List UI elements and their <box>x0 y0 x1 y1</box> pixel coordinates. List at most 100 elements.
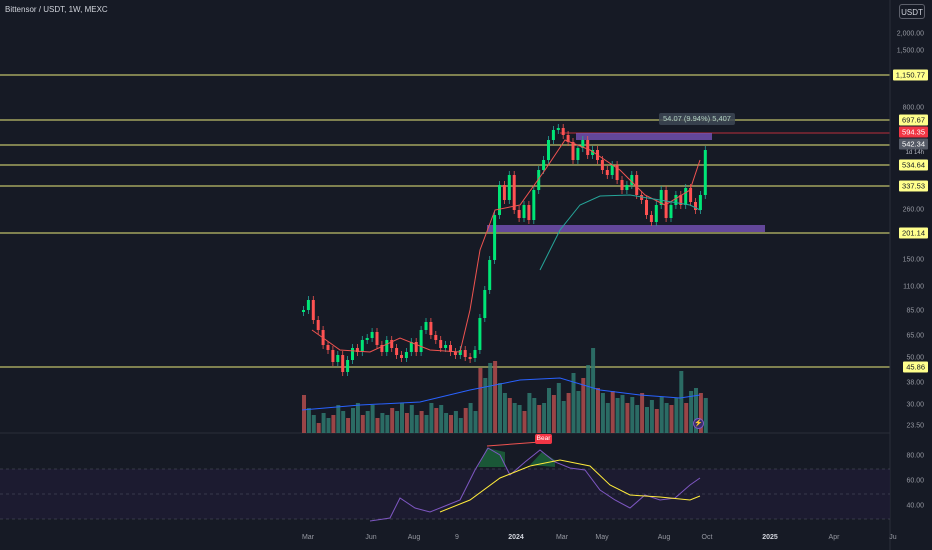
current-high-tag: 594.35 <box>899 126 928 138</box>
candle-body <box>360 340 364 352</box>
candle-body <box>355 348 359 352</box>
candle-body <box>439 340 443 348</box>
rsi-axis-label: 40.00 <box>906 502 924 510</box>
candle-body <box>453 352 457 355</box>
candle-body <box>385 340 389 352</box>
volume-bar <box>635 405 640 433</box>
volume-bar <box>625 403 630 433</box>
level-tag[interactable]: 45.86 <box>903 361 928 373</box>
volume-bar <box>586 365 591 433</box>
volume-bar <box>522 411 527 433</box>
volume-bar <box>449 415 453 433</box>
candle-body <box>689 188 693 202</box>
price-axis-label: 65.00 <box>906 332 924 340</box>
volume-bar <box>684 403 689 433</box>
candle-body <box>346 360 350 372</box>
resistance-zone <box>576 133 712 140</box>
candle-body <box>561 128 565 135</box>
candle-body <box>547 140 550 160</box>
candle-body <box>483 290 487 318</box>
volume-bar <box>458 418 463 433</box>
candle-body <box>669 205 673 218</box>
divergence-line <box>486 441 541 447</box>
symbol-title[interactable]: Bittensor / USDT, 1W, MEXC <box>5 5 108 14</box>
volume-bar <box>620 395 625 433</box>
volume-bar <box>483 378 488 433</box>
price-axis-label: 150.00 <box>902 256 924 264</box>
level-tag[interactable]: 534.64 <box>899 159 928 171</box>
currency-button[interactable]: USDT <box>899 4 925 19</box>
volume-bar <box>703 398 708 433</box>
ema-slow-line <box>539 194 701 271</box>
candle-body <box>409 342 413 352</box>
candle-body <box>605 170 609 175</box>
volume-bar <box>351 408 355 433</box>
volume-bar <box>360 415 365 433</box>
candle-body <box>311 300 315 320</box>
level-tag[interactable]: 697.67 <box>899 114 928 126</box>
price-range-measure[interactable]: 54.07 (9.94%) 5,407 <box>659 113 735 125</box>
level-tag[interactable]: 1,150.77 <box>892 69 928 81</box>
volume-bar <box>547 388 551 433</box>
candle-body <box>429 322 433 335</box>
rsi-axis-label: 80.00 <box>906 452 924 460</box>
volume-bar <box>488 363 493 433</box>
volume-ma-line <box>301 377 701 411</box>
time-axis-label: Mar <box>301 534 315 541</box>
candle-body <box>473 350 477 358</box>
volume-bar <box>664 403 669 433</box>
time-axis-label: 9 <box>455 534 459 541</box>
volume-bar <box>326 418 331 433</box>
time-axis-label: Aug <box>407 534 421 541</box>
candle-body <box>694 202 697 210</box>
volume-bar <box>355 403 360 433</box>
volume-bar <box>542 403 547 433</box>
candle-body <box>306 300 310 310</box>
price-axis-label: 110.00 <box>903 283 924 291</box>
volume-bar <box>600 393 605 433</box>
volume-bar <box>571 373 576 433</box>
lightning-icon[interactable]: ⚡ <box>693 418 704 429</box>
volume-bar <box>556 383 561 433</box>
level-tag[interactable]: 337.53 <box>899 180 928 192</box>
bar-countdown: 1d 14h <box>905 150 924 156</box>
price-axis-label: 260.00 <box>902 206 924 214</box>
candle-body <box>630 175 634 185</box>
volume-bar <box>395 411 400 433</box>
price-axis-label: 85.00 <box>906 307 924 315</box>
candle-body <box>649 215 653 222</box>
candle-body <box>502 185 506 200</box>
volume-bar <box>414 415 419 433</box>
support-zone <box>487 225 765 232</box>
volume-bar <box>341 411 346 433</box>
candle-body <box>610 165 614 175</box>
volume-bar <box>610 391 615 433</box>
candle-body <box>414 342 418 352</box>
volume-bar <box>331 415 336 433</box>
candle-body <box>478 318 482 350</box>
candle-body <box>566 135 570 142</box>
candle-body <box>698 195 702 210</box>
volume-bar <box>532 398 537 433</box>
candle-body <box>370 332 374 338</box>
time-axis-label: Aug <box>657 534 671 541</box>
volume-bar <box>596 388 600 433</box>
volume-bar <box>302 395 306 433</box>
time-axis-label: 2024 <box>508 534 524 541</box>
volume-bar <box>370 405 375 433</box>
price-axis-label: 2,000.00 <box>896 30 924 38</box>
volume-bar <box>429 403 434 433</box>
candle-body <box>625 185 629 190</box>
volume-bar <box>605 403 610 433</box>
volume-bar <box>654 409 659 433</box>
volume-bar <box>591 348 596 433</box>
candle-body <box>581 140 585 148</box>
volume-bar <box>498 383 502 433</box>
candle-body <box>532 190 536 220</box>
volume-bar <box>453 411 458 433</box>
level-tag[interactable]: 201.14 <box>899 227 928 239</box>
volume-bar <box>561 401 566 433</box>
candle-body <box>645 200 648 215</box>
volume-bar <box>689 391 694 433</box>
